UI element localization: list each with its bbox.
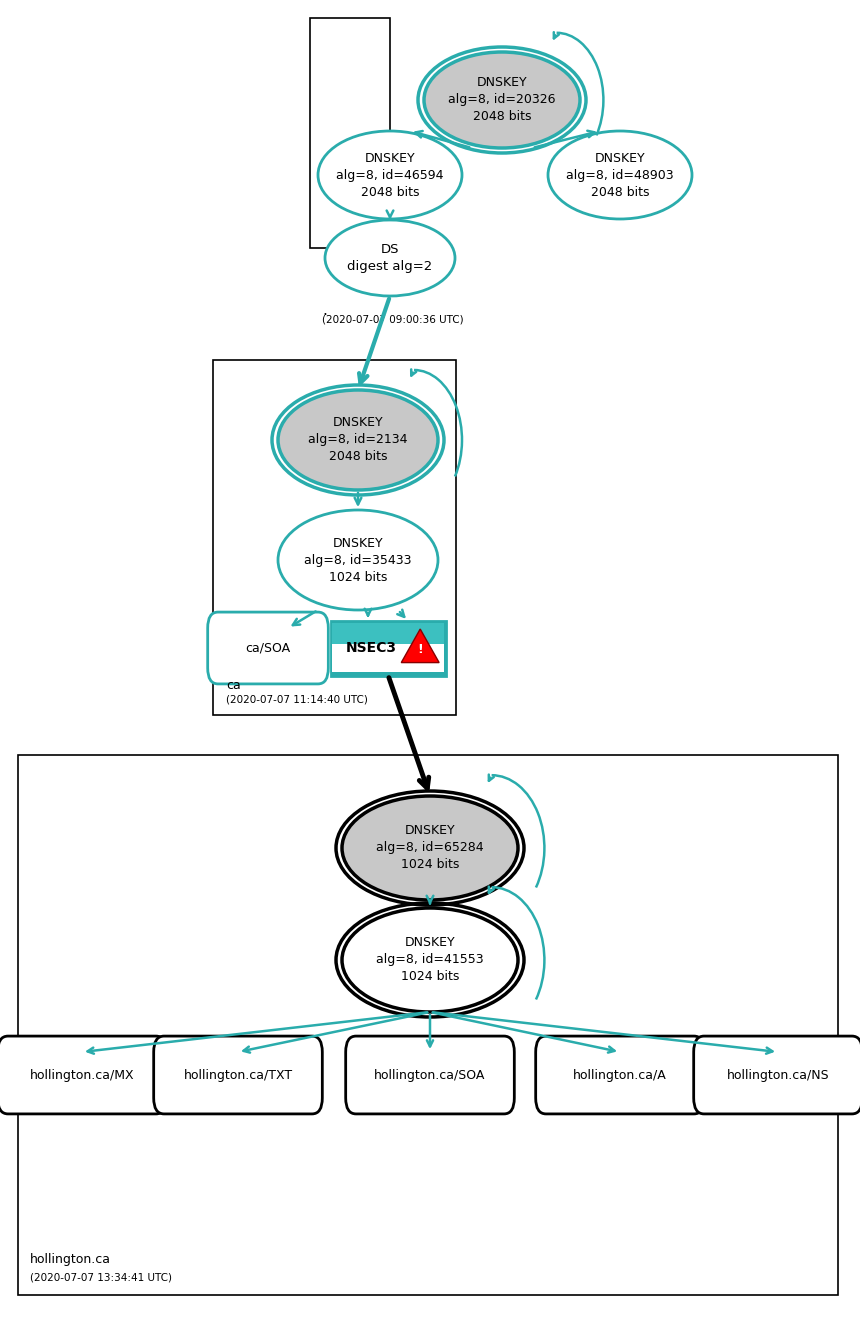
Text: hollington.ca/NS: hollington.ca/NS [727,1069,829,1082]
Text: DNSKEY
alg=8, id=48903
2048 bits: DNSKEY alg=8, id=48903 2048 bits [566,151,674,199]
Text: !: ! [417,643,423,656]
Text: NSEC3: NSEC3 [346,640,396,655]
Ellipse shape [342,796,518,900]
Text: hollington.ca/A: hollington.ca/A [573,1069,666,1082]
Text: (2020-07-07 09:00:36 UTC): (2020-07-07 09:00:36 UTC) [322,316,464,325]
FancyBboxPatch shape [332,636,444,646]
Ellipse shape [318,131,462,219]
FancyBboxPatch shape [330,621,445,675]
Ellipse shape [342,908,518,1012]
Text: ca: ca [226,679,241,691]
FancyBboxPatch shape [0,1036,166,1114]
Ellipse shape [548,131,692,219]
Text: hollington.ca/TXT: hollington.ca/TXT [183,1069,292,1082]
Text: DNSKEY
alg=8, id=20326
2048 bits: DNSKEY alg=8, id=20326 2048 bits [448,77,556,123]
FancyBboxPatch shape [332,623,444,636]
FancyBboxPatch shape [332,644,444,671]
FancyBboxPatch shape [154,1036,322,1114]
Text: (2020-07-07 13:34:41 UTC): (2020-07-07 13:34:41 UTC) [30,1273,172,1284]
FancyBboxPatch shape [18,754,838,1296]
FancyBboxPatch shape [536,1036,704,1114]
Text: ca/SOA: ca/SOA [245,642,291,655]
Ellipse shape [424,52,580,149]
FancyBboxPatch shape [346,1036,514,1114]
Text: hollington.ca/MX: hollington.ca/MX [30,1069,134,1082]
Text: DNSKEY
alg=8, id=41553
1024 bits: DNSKEY alg=8, id=41553 1024 bits [376,936,484,984]
FancyBboxPatch shape [213,359,456,715]
Ellipse shape [325,220,455,296]
Text: DNSKEY
alg=8, id=65284
1024 bits: DNSKEY alg=8, id=65284 1024 bits [376,825,484,871]
FancyBboxPatch shape [310,19,390,248]
Text: DNSKEY
alg=8, id=35433
1024 bits: DNSKEY alg=8, id=35433 1024 bits [304,537,412,583]
Text: hollington.ca/SOA: hollington.ca/SOA [374,1069,486,1082]
Text: (2020-07-07 11:14:40 UTC): (2020-07-07 11:14:40 UTC) [226,695,368,705]
FancyBboxPatch shape [694,1036,860,1114]
Polygon shape [402,629,439,663]
Text: hollington.ca: hollington.ca [30,1253,111,1266]
Text: DNSKEY
alg=8, id=2134
2048 bits: DNSKEY alg=8, id=2134 2048 bits [308,416,408,464]
Text: DS
digest alg=2: DS digest alg=2 [347,243,433,273]
FancyBboxPatch shape [207,613,329,684]
Ellipse shape [278,511,438,610]
Ellipse shape [278,390,438,491]
Text: DNSKEY
alg=8, id=46594
2048 bits: DNSKEY alg=8, id=46594 2048 bits [336,151,444,199]
Text: .: . [322,302,327,317]
